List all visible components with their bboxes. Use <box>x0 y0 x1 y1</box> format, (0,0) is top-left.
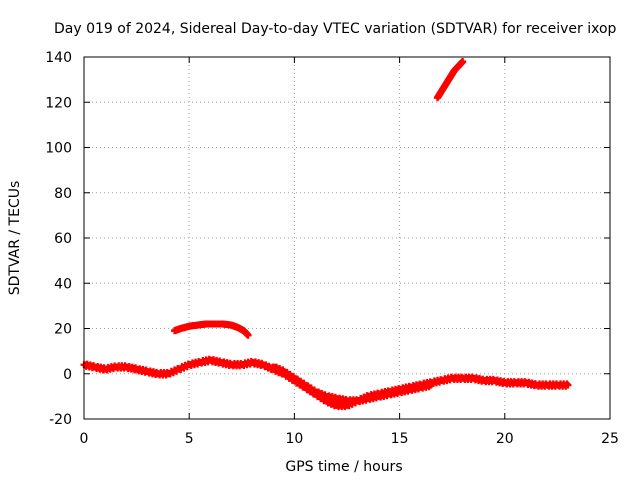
data-point-secondary-band <box>427 381 435 389</box>
y-tick-label: 60 <box>54 231 72 247</box>
y-tick-label: 80 <box>54 186 72 202</box>
x-tick-label: 10 <box>285 431 303 447</box>
y-tick-label: 40 <box>54 276 72 292</box>
grid-lines <box>84 57 610 419</box>
x-tick-label: 20 <box>496 431 514 447</box>
y-tick-label: 0 <box>63 367 72 383</box>
y-axis-label: SDTVAR / TECUs <box>7 181 23 296</box>
y-tick-label: -20 <box>49 412 72 428</box>
plot-frame <box>83 56 611 420</box>
x-tick-label: 25 <box>601 431 619 447</box>
y-tick-labels: -20 0 20 40 60 80 100 120 140 <box>45 50 72 428</box>
x-tick-labels: 0 5 10 15 20 25 <box>80 431 619 447</box>
x-tick-label: 0 <box>80 431 89 447</box>
x-axis-label: GPS time / hours <box>285 459 402 475</box>
y-tick-label: 120 <box>45 95 72 111</box>
chart-title: Day 019 of 2024, Sidereal Day-to-day VTE… <box>54 21 617 37</box>
axis-ticks <box>83 56 611 420</box>
data-point-main-band <box>564 381 572 389</box>
data-point-arc <box>244 331 252 339</box>
x-tick-label: 5 <box>185 431 194 447</box>
y-tick-label: 100 <box>45 141 72 157</box>
data-points <box>80 58 572 411</box>
data-point-upper-trace <box>459 58 467 66</box>
y-tick-label: 20 <box>54 322 72 338</box>
x-tick-label: 15 <box>391 431 409 447</box>
y-tick-label: 140 <box>45 50 72 66</box>
